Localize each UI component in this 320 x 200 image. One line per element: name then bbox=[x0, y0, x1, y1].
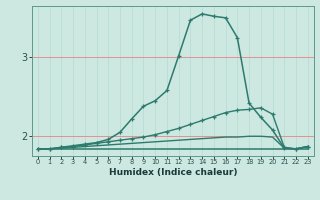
X-axis label: Humidex (Indice chaleur): Humidex (Indice chaleur) bbox=[108, 168, 237, 177]
